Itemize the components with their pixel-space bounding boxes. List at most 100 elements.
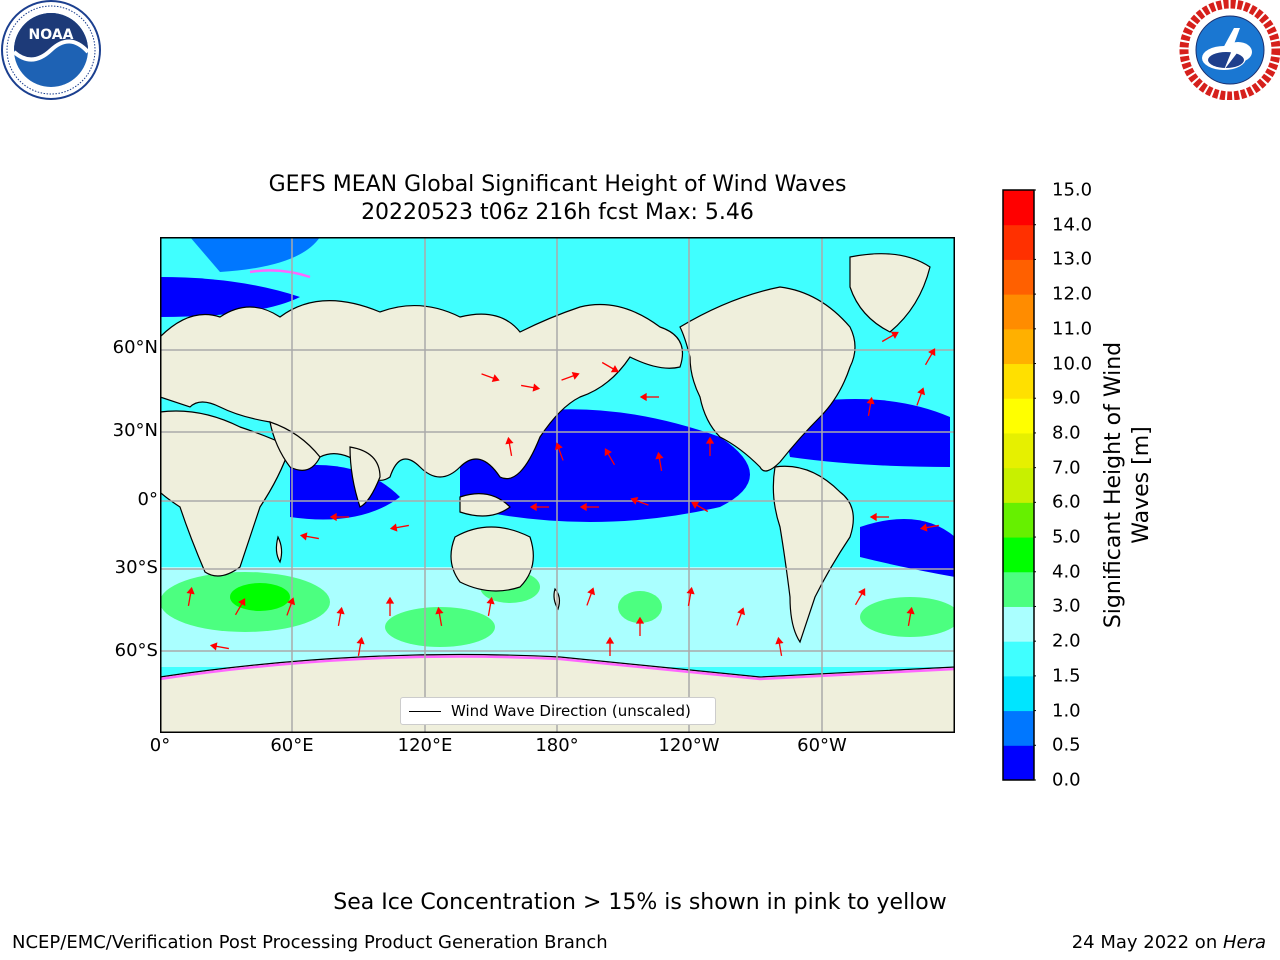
- wave-arrow: [630, 496, 649, 506]
- footer-date-text: 24 May 2022 on: [1071, 932, 1223, 953]
- wave-arrow: [561, 371, 580, 381]
- colorbar-label-line1: Significant Height of Wind: [1101, 341, 1126, 629]
- south-atlantic-calm: [860, 519, 955, 577]
- colorbar-tick-label: 1.0: [1052, 700, 1081, 722]
- gridlines: [160, 237, 955, 733]
- wave-arrow: [601, 361, 619, 373]
- sea-ice-edge-north: [249, 269, 311, 279]
- legend-label: Wind Wave Direction (unscaled): [451, 702, 691, 720]
- wave-arrow: [736, 607, 746, 626]
- wave-arrow: [329, 512, 349, 522]
- wave-arrow: [881, 331, 899, 343]
- colorbar-tick-label: 2.0: [1052, 630, 1081, 652]
- wave-arrow: [775, 636, 784, 656]
- colorbar-tick-label: 9.0: [1052, 387, 1081, 409]
- colorbar-tick-label: 15.0: [1052, 179, 1093, 201]
- colorbar-tick-label: 13.0: [1052, 248, 1093, 270]
- wave-arrow: [916, 387, 926, 406]
- australia-landmass: [450, 526, 534, 592]
- wave-arrow: [486, 596, 495, 616]
- wave-arrow: [579, 502, 599, 512]
- madagascar: [275, 535, 283, 564]
- sea-ice-note: Sea Ice Concentration > 15% is shown in …: [333, 890, 947, 915]
- wave-arrow: [356, 636, 365, 656]
- colorbar-label-line2: Waves [m]: [1129, 426, 1154, 544]
- colorbar-segment: [1003, 363, 1034, 399]
- svg-text:NOAA: NOAA: [29, 27, 74, 43]
- lat-label-30S: 30°S: [114, 557, 158, 578]
- wave-arrow: [385, 596, 395, 616]
- lon-label-120W: 120°W: [658, 735, 720, 756]
- wave-arrow: [505, 436, 514, 456]
- wave-arrow: [554, 442, 564, 461]
- colorbar-tick-label: 10.0: [1052, 353, 1093, 375]
- colorbar-label: Significant Height of Wind Waves [m]: [1100, 342, 1156, 628]
- lat-label-60N: 60°N: [112, 337, 158, 358]
- colorbar-tick-label: 7.0: [1052, 457, 1081, 479]
- greenland: [849, 253, 931, 333]
- colorbar-tick-label: 0.0: [1052, 769, 1081, 791]
- map-legend: Wind Wave Direction (unscaled): [400, 697, 716, 725]
- map-frame: [160, 237, 955, 733]
- noaa-logo: NOAA: [1, 0, 101, 100]
- nws-logo: [1179, 0, 1280, 100]
- colorbar-segment: [1003, 224, 1034, 260]
- colorbar-tick-label: 14.0: [1052, 214, 1093, 236]
- storm-zone-indian: [385, 607, 495, 647]
- lon-label-60W: 60°W: [797, 735, 847, 756]
- colorbar: [1002, 189, 1036, 781]
- lon-label-120E: 120°E: [397, 735, 453, 756]
- sea-ice-edge-south: [160, 655, 955, 681]
- wave-arrow: [919, 523, 939, 532]
- colorbar-tick-marks: [1034, 189, 1036, 781]
- chart-title: GEFS MEAN Global Significant Height of W…: [268, 172, 847, 197]
- wave-arrow: [705, 436, 715, 456]
- wave-height-map: [160, 237, 955, 733]
- storm-zone-east-pacific: [860, 597, 955, 637]
- colorbar-segment: [1003, 745, 1034, 781]
- colorbar-segment: [1003, 571, 1034, 607]
- colorbar-segment: [1003, 502, 1034, 538]
- colorbar-tick-label: 11.0: [1052, 318, 1093, 340]
- footer-credit: NCEP/EMC/Verification Post Processing Pr…: [12, 932, 608, 953]
- colorbar-segment: [1003, 294, 1034, 330]
- colorbar-segment: [1003, 537, 1034, 573]
- wave-arrow: [906, 606, 915, 626]
- wave-arrow: [866, 396, 875, 416]
- lat-label-60S: 60°S: [114, 640, 158, 661]
- wave-arrow: [481, 373, 500, 383]
- south-america-landmass: [772, 465, 854, 644]
- wave-arrow: [586, 587, 596, 606]
- lat-label-0: 0°: [137, 489, 158, 510]
- colorbar-segment: [1003, 432, 1034, 469]
- wave-arrow: [605, 636, 615, 656]
- lon-label-60E: 60°E: [270, 735, 314, 756]
- wave-arrow: [869, 512, 889, 522]
- lat-label-30N: 30°N: [112, 420, 158, 441]
- wave-arrow: [186, 586, 195, 606]
- wave-arrow: [604, 448, 616, 466]
- legend-line-sample: [409, 711, 441, 712]
- wave-arrow: [336, 606, 345, 626]
- wave-arrow: [389, 523, 409, 532]
- colorbar-frame: [1002, 189, 1035, 781]
- colorbar-segment: [1003, 467, 1034, 503]
- colorbar-segment: [1003, 641, 1034, 677]
- arabia-landmass: [269, 421, 321, 471]
- colorbar-segment: [1003, 328, 1034, 365]
- footer-date: 24 May 2022 on Hera: [1072, 932, 1266, 953]
- wind-wave-arrows: [186, 331, 939, 656]
- colorbar-tick-label: 6.0: [1052, 491, 1081, 513]
- wave-arrow: [521, 383, 541, 392]
- wave-arrow: [286, 597, 296, 616]
- colorbar-segment: [1003, 675, 1034, 712]
- colorbar-tick-label: 4.0: [1052, 561, 1081, 583]
- arctic-region-2: [190, 237, 320, 272]
- eurasia-landmass: [160, 300, 684, 481]
- maritime-continent: [459, 493, 511, 517]
- north-america-landmass: [679, 286, 856, 472]
- wave-arrow: [529, 502, 549, 512]
- colorbar-tick-label: 1.5: [1052, 665, 1081, 687]
- wave-arrow: [209, 642, 229, 651]
- wave-arrow: [435, 606, 444, 626]
